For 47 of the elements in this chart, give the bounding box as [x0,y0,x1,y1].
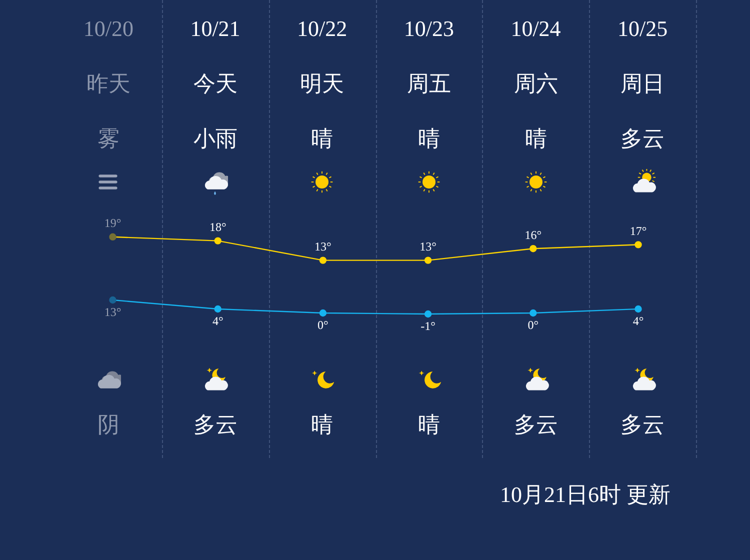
point [530,309,537,317]
text: 多云 [620,125,665,153]
data-label: 4° [212,314,224,328]
text: 晴 [311,125,334,153]
text: 晴 [418,411,440,439]
text: 阴 [97,411,120,439]
data-label: 16° [524,228,542,242]
text: 晴 [418,125,440,153]
text: 多云 [193,411,238,439]
text: 周六 [514,70,558,98]
data-label: 17° [630,224,647,238]
data-label: 13° [104,305,122,320]
text: 多云 [620,411,665,439]
text: 今天 [193,70,238,98]
data-label: 13° [314,239,332,254]
point [634,241,642,248]
text: 周五 [406,70,451,98]
point [530,245,537,252]
x-tick-label: 10/24 [510,16,561,42]
point [424,310,432,318]
data-label: 4° [632,314,644,328]
point [424,256,432,264]
point [319,256,327,264]
point [319,309,327,317]
data-label: -1° [420,319,436,334]
text: 周日 [620,70,665,98]
x-tick-label: 10/20 [83,16,134,42]
text: 雾 [97,125,120,153]
text: 10月21日6时 更新 [500,481,670,509]
point [214,305,222,313]
text: 晴 [311,411,334,439]
data-label: 18° [209,220,226,234]
x-tick-label: 10/21 [190,16,240,42]
data-label: 0° [528,318,539,332]
point [214,237,222,244]
data-label: 19° [104,216,122,230]
x-tick-label: 10/23 [404,16,454,42]
text: 明天 [300,70,344,98]
text: 晴 [524,125,547,153]
x-tick-label: 10/22 [297,16,348,42]
text: 多云 [514,411,558,439]
point [634,305,642,313]
text: 昨天 [86,70,130,98]
text: 小雨 [193,125,238,153]
data-label: 13° [420,239,437,254]
data-label: 0° [318,318,329,332]
x-tick-label: 10/25 [618,16,668,42]
